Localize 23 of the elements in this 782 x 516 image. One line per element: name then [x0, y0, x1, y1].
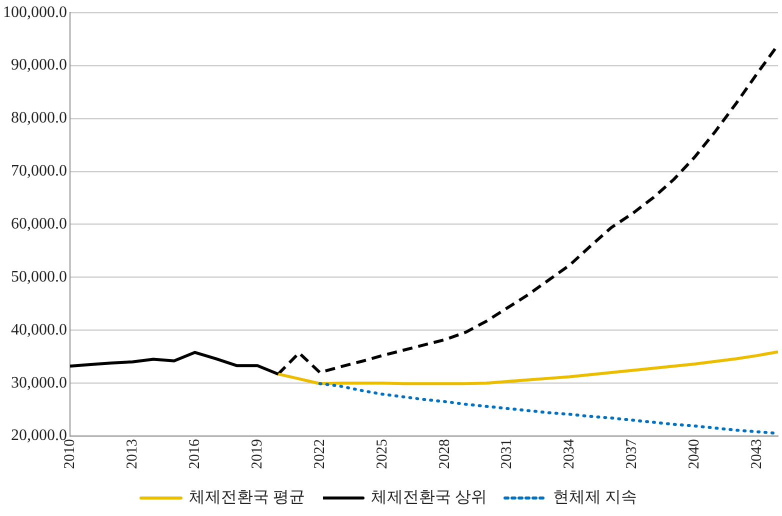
x-tick-label: 2010 — [62, 439, 78, 469]
y-tick-label: 70,000.0 — [11, 162, 67, 180]
y-tick-label: 60,000.0 — [11, 216, 67, 233]
x-tick-label: 2016 — [186, 438, 203, 469]
x-tick-label: 2031 — [499, 439, 516, 469]
y-tick-label: 90,000.0 — [11, 56, 67, 74]
x-tick-label: 2022 — [312, 439, 328, 469]
x-tick-label: 2028 — [436, 439, 453, 469]
legend-label: 체제전환국 상위 — [371, 489, 487, 506]
legend-label: 체제전환국 평균 — [189, 489, 305, 506]
y-tick-label: 100,000.0 — [3, 4, 67, 21]
x-tick-label: 2019 — [249, 439, 266, 469]
y-tick-label: 40,000.0 — [11, 321, 67, 338]
x-tick-label: 2034 — [562, 438, 578, 469]
x-tick-label: 2025 — [374, 439, 390, 469]
x-tick-label: 2040 — [686, 439, 703, 469]
y-tick-label: 50,000.0 — [11, 268, 67, 286]
legend-label: 현체제 지속 — [553, 489, 637, 506]
y-tick-label: 30,000.0 — [11, 374, 67, 392]
x-tick-label: 2043 — [749, 439, 766, 469]
x-tick-label: 2013 — [124, 439, 140, 469]
x-tick-label: 2037 — [624, 438, 640, 469]
y-tick-label: 80,000.0 — [11, 110, 67, 127]
